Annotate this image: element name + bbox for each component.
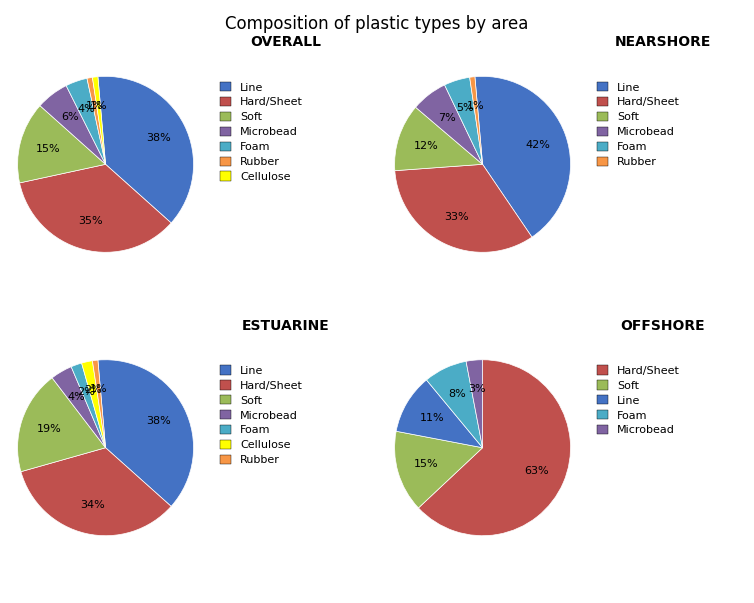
Wedge shape: [395, 164, 532, 252]
Wedge shape: [66, 78, 106, 164]
Text: 34%: 34%: [80, 500, 105, 510]
Text: 15%: 15%: [36, 144, 61, 154]
Text: NEARSHORE: NEARSHORE: [615, 36, 711, 49]
Wedge shape: [40, 86, 106, 164]
Wedge shape: [17, 378, 106, 472]
Text: 1%: 1%: [86, 101, 104, 112]
Text: OVERALL: OVERALL: [250, 36, 321, 49]
Legend: Line, Hard/Sheet, Soft, Microbead, Foam, Rubber, Cellulose: Line, Hard/Sheet, Soft, Microbead, Foam,…: [220, 82, 303, 182]
Wedge shape: [20, 164, 171, 252]
Text: 12%: 12%: [414, 141, 439, 151]
Wedge shape: [415, 85, 483, 164]
Text: 3%: 3%: [468, 384, 486, 394]
Legend: Line, Hard/Sheet, Soft, Microbead, Foam, Rubber: Line, Hard/Sheet, Soft, Microbead, Foam,…: [597, 82, 680, 167]
Text: 7%: 7%: [438, 113, 455, 122]
Wedge shape: [81, 361, 106, 447]
Text: 63%: 63%: [524, 466, 549, 476]
Text: 15%: 15%: [414, 459, 438, 469]
Text: 1%: 1%: [90, 384, 107, 394]
Wedge shape: [396, 380, 483, 447]
Wedge shape: [427, 361, 483, 447]
Text: OFFSHORE: OFFSHORE: [621, 319, 705, 333]
Wedge shape: [93, 360, 106, 447]
Wedge shape: [418, 360, 571, 535]
Text: Composition of plastic types by area: Composition of plastic types by area: [225, 15, 529, 33]
Text: 1%: 1%: [467, 101, 485, 111]
Wedge shape: [470, 77, 483, 164]
Wedge shape: [445, 77, 483, 164]
Wedge shape: [394, 107, 483, 171]
Wedge shape: [98, 77, 194, 223]
Wedge shape: [87, 77, 106, 164]
Legend: Line, Hard/Sheet, Soft, Microbead, Foam, Cellulose, Rubber: Line, Hard/Sheet, Soft, Microbead, Foam,…: [220, 365, 303, 466]
Text: 1%: 1%: [90, 101, 107, 111]
Text: 35%: 35%: [78, 216, 103, 226]
Text: 4%: 4%: [77, 104, 95, 114]
Legend: Hard/Sheet, Soft, Line, Foam, Microbead: Hard/Sheet, Soft, Line, Foam, Microbead: [597, 365, 680, 435]
Wedge shape: [475, 77, 571, 237]
Text: 5%: 5%: [456, 103, 474, 113]
Wedge shape: [98, 360, 194, 507]
Text: 38%: 38%: [146, 416, 170, 426]
Text: 33%: 33%: [445, 212, 469, 223]
Wedge shape: [17, 106, 106, 183]
Text: 6%: 6%: [61, 113, 78, 122]
Text: 2%: 2%: [77, 387, 95, 397]
Text: 19%: 19%: [37, 424, 62, 434]
Text: 4%: 4%: [67, 392, 84, 402]
Text: 38%: 38%: [146, 133, 170, 143]
Wedge shape: [52, 367, 106, 447]
Text: 11%: 11%: [419, 412, 444, 423]
Wedge shape: [466, 360, 483, 447]
Text: 42%: 42%: [526, 139, 550, 150]
Wedge shape: [93, 77, 106, 164]
Wedge shape: [21, 447, 171, 535]
Text: ESTUARINE: ESTUARINE: [242, 319, 329, 333]
Text: 2%: 2%: [84, 385, 102, 395]
Wedge shape: [394, 431, 483, 508]
Text: 8%: 8%: [449, 390, 466, 399]
Wedge shape: [71, 363, 106, 447]
